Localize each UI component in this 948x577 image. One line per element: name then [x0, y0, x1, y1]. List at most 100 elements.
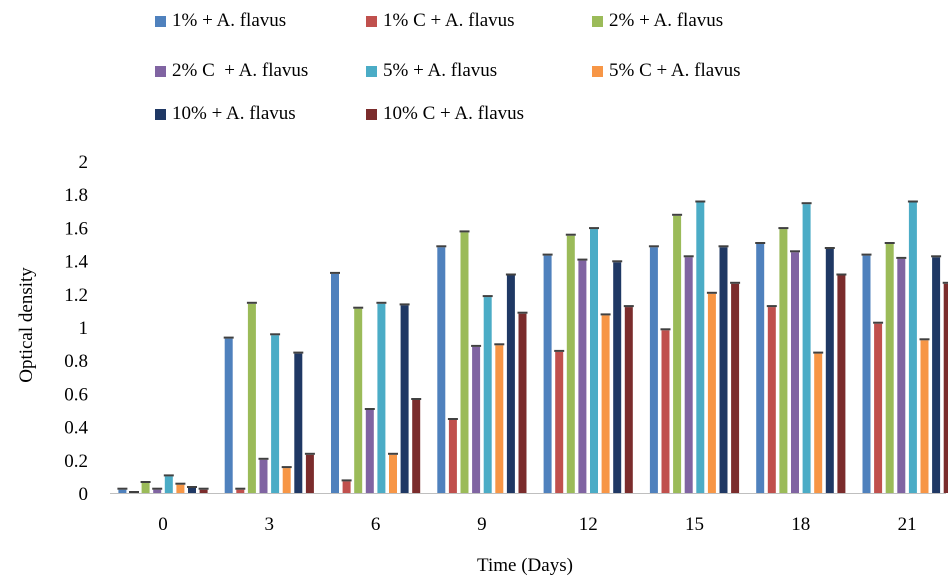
legend-label: 1% + A. flavus	[172, 10, 287, 31]
error-bar-cap	[942, 281, 948, 284]
error-bar-cap	[517, 311, 528, 314]
bar	[354, 308, 363, 493]
bar	[802, 204, 811, 493]
error-bar-cap	[436, 245, 447, 248]
error-bar-cap	[706, 291, 717, 294]
legend-swatch	[366, 108, 377, 120]
y-tick-label: 0	[79, 484, 89, 505]
error-bar-cap	[660, 328, 671, 331]
bar	[874, 323, 883, 493]
error-bar-cap	[919, 338, 930, 341]
bar	[779, 229, 788, 493]
bar	[342, 481, 351, 493]
bar	[920, 340, 929, 493]
legend-item: 2% + A. flavus	[592, 10, 723, 32]
legend-swatch	[155, 108, 166, 120]
bar	[437, 247, 446, 493]
error-bar-cap	[281, 466, 292, 469]
error-bar-cap	[931, 255, 942, 258]
error-bar-cap	[482, 295, 493, 298]
bar	[943, 283, 948, 493]
error-bar-cap	[730, 281, 741, 284]
error-bar-cap	[152, 487, 163, 490]
y-tick-label: 1.6	[64, 218, 88, 239]
bar	[624, 307, 633, 493]
error-bar-cap	[612, 260, 623, 263]
error-bar-cap	[187, 486, 197, 488]
bar	[199, 489, 208, 493]
bar	[661, 330, 670, 493]
x-tick-label: 9	[477, 514, 487, 535]
bar	[365, 410, 374, 493]
bar	[684, 257, 693, 493]
error-bar-cap	[411, 398, 422, 400]
bar	[282, 468, 291, 493]
y-tick-label: 0.8	[64, 351, 88, 372]
bar	[601, 315, 610, 493]
legend-item: 10% + A. flavus	[155, 103, 296, 125]
bar	[578, 260, 587, 493]
error-bar-cap	[542, 253, 553, 256]
bars	[117, 200, 948, 494]
y-tick-label: 1	[79, 318, 89, 339]
error-bar-cap	[896, 256, 907, 259]
error-bar-cap	[364, 408, 375, 410]
bar	[472, 346, 481, 493]
bar	[224, 338, 233, 493]
bar	[236, 489, 245, 493]
bar	[259, 459, 268, 493]
legend-item: 1% C + A. flavus	[366, 10, 515, 32]
bar	[400, 305, 409, 493]
x-tick-label: 18	[791, 514, 810, 535]
error-bar-cap	[683, 255, 694, 258]
bar	[118, 489, 127, 493]
error-bar-cap	[198, 487, 209, 490]
y-tick-label: 1.2	[64, 285, 88, 306]
error-bar-cap	[778, 227, 789, 230]
legend-item: 1% + A. flavus	[155, 10, 286, 32]
bar	[649, 247, 658, 493]
bar	[483, 297, 492, 493]
bar	[791, 252, 799, 493]
error-bar-cap	[861, 253, 872, 256]
error-bar-cap	[258, 457, 269, 460]
bar	[495, 345, 504, 493]
legend-swatch	[592, 15, 603, 27]
bar	[825, 249, 834, 493]
error-bar-cap	[505, 273, 516, 276]
bar	[141, 483, 150, 493]
legend-swatch	[592, 65, 603, 77]
error-bar-cap	[648, 245, 659, 248]
error-bar-cap	[623, 305, 634, 308]
error-bar-cap	[824, 247, 835, 249]
y-tick-label: 0.6	[64, 384, 88, 405]
error-bar-cap	[471, 344, 482, 347]
error-bar-cap	[140, 481, 151, 483]
error-bar-cap	[246, 301, 257, 304]
x-tick-label: 12	[579, 514, 598, 535]
error-bar-cap	[399, 303, 410, 306]
bar	[908, 202, 917, 493]
bar	[837, 275, 846, 493]
error-bar-cap	[293, 351, 304, 354]
error-bar-cap	[270, 333, 281, 336]
legend-swatch	[366, 65, 377, 77]
error-bar-cap	[304, 452, 315, 455]
error-bar-cap	[907, 200, 918, 203]
legend-item: 2% C + A. flavus	[155, 60, 308, 82]
bar	[247, 303, 256, 493]
bar	[932, 257, 941, 493]
y-tick-label: 0.2	[64, 451, 88, 472]
error-bar-cap	[330, 271, 340, 274]
bar	[271, 335, 280, 493]
legend-swatch	[155, 65, 166, 77]
bar	[613, 262, 622, 493]
legend-label: 2% + A. flavus	[609, 10, 724, 31]
error-bar-cap	[223, 336, 234, 339]
error-bar-cap	[163, 474, 174, 477]
error-bar-cap	[577, 258, 588, 261]
error-bar-cap	[388, 452, 398, 455]
x-axis-ticks: 0 3 6 9 12 15 18 21	[158, 514, 916, 535]
error-bar-cap	[353, 306, 364, 309]
bar	[294, 353, 303, 493]
